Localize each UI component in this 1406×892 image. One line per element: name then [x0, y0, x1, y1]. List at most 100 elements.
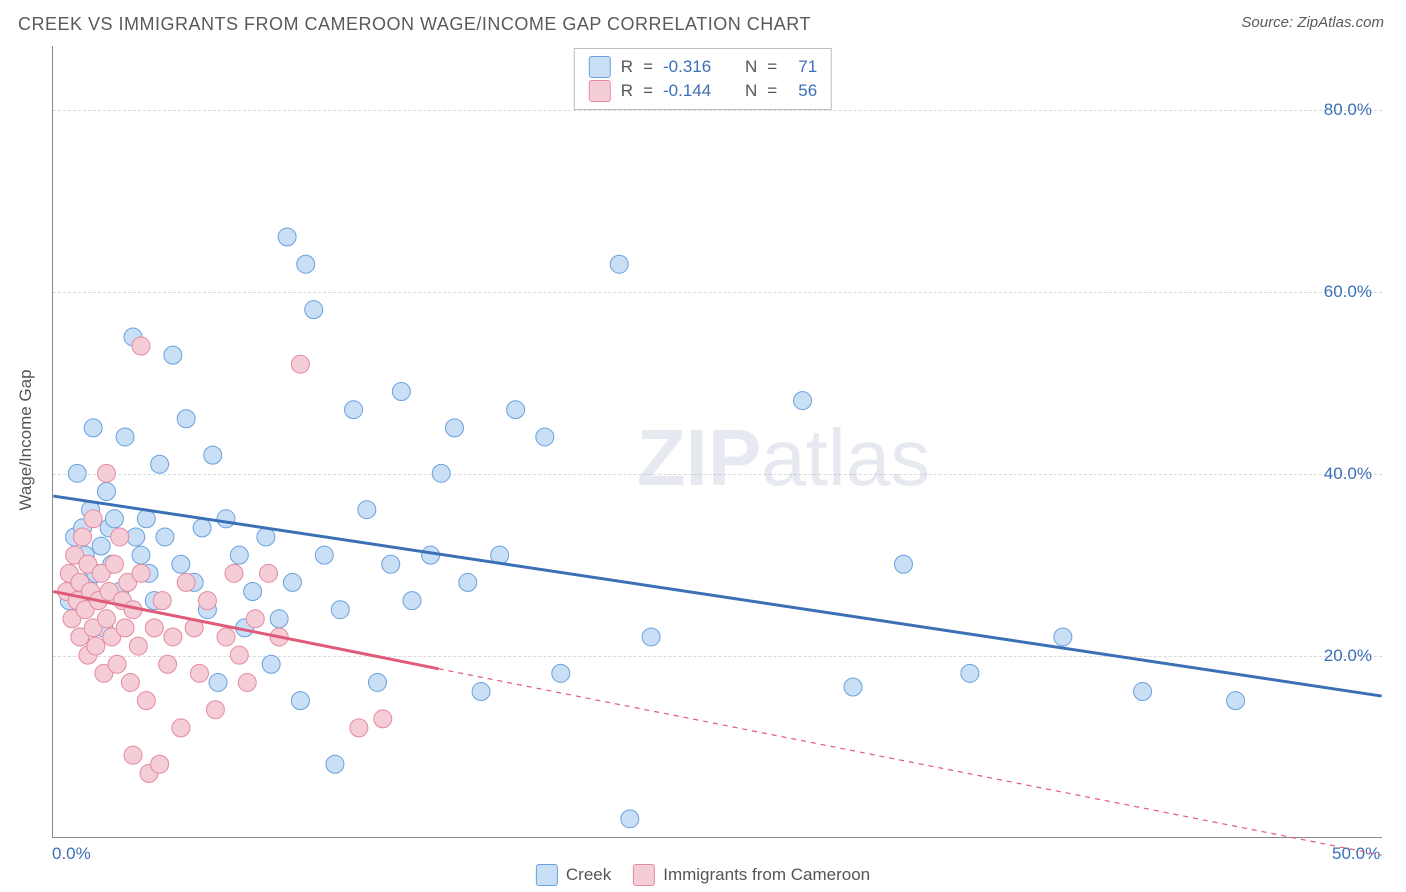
creek-point: [297, 255, 315, 273]
cameroon-swatch-icon: [633, 864, 655, 886]
creek-point: [472, 683, 490, 701]
cameroon-point: [190, 664, 208, 682]
creek-point: [209, 673, 227, 691]
creek-point: [1134, 683, 1152, 701]
creek-point: [844, 678, 862, 696]
plot-area: [52, 46, 1382, 838]
creek-point: [610, 255, 628, 273]
legend-item-label: Immigrants from Cameroon: [663, 865, 870, 885]
legend-n-label: N: [745, 79, 757, 103]
cameroon-point: [374, 710, 392, 728]
creek-point: [105, 510, 123, 528]
creek-point: [331, 601, 349, 619]
legend-eq: =: [767, 79, 777, 103]
creek-point: [172, 555, 190, 573]
legend-n-label: N: [745, 55, 757, 79]
cameroon-point: [172, 719, 190, 737]
cameroon-point: [260, 564, 278, 582]
creek-point: [315, 546, 333, 564]
creek-point: [794, 392, 812, 410]
cameroon-point: [74, 528, 92, 546]
cameroon-point: [238, 673, 256, 691]
cameroon-point: [145, 619, 163, 637]
legend-item-creek: Creek: [536, 864, 611, 886]
legend-eq: =: [767, 55, 777, 79]
cameroon-point: [84, 510, 102, 528]
creek-point: [432, 464, 450, 482]
cameroon-point: [291, 355, 309, 373]
cameroon-point: [116, 619, 134, 637]
legend-n-value: 56: [787, 79, 817, 103]
cameroon-point: [164, 628, 182, 646]
correlation-legend: R=-0.316N=71R=-0.144N=56: [574, 48, 832, 110]
cameroon-point: [230, 646, 248, 664]
cameroon-point: [246, 610, 264, 628]
cameroon-point: [87, 637, 105, 655]
creek-point: [151, 455, 169, 473]
source-label: Source:: [1241, 14, 1293, 31]
creek-point: [278, 228, 296, 246]
creek-point: [132, 546, 150, 564]
creek-point: [84, 419, 102, 437]
cameroon-point: [105, 555, 123, 573]
cameroon-point: [137, 692, 155, 710]
creek-point: [116, 428, 134, 446]
creek-swatch-icon: [536, 864, 558, 886]
creek-point: [446, 419, 464, 437]
creek-point: [230, 546, 248, 564]
creek-point: [392, 383, 410, 401]
cameroon-point: [350, 719, 368, 737]
cameroon-point: [124, 746, 142, 764]
cameroon-point: [108, 655, 126, 673]
creek-point: [291, 692, 309, 710]
cameroon-point: [206, 701, 224, 719]
creek-point: [127, 528, 145, 546]
cameroon-point: [132, 564, 150, 582]
legend-r-value: -0.316: [663, 55, 717, 79]
creek-point: [403, 592, 421, 610]
creek-point: [507, 401, 525, 419]
cameroon-point: [225, 564, 243, 582]
cameroon-point: [151, 755, 169, 773]
y-axis-title: Wage/Income Gap: [16, 369, 36, 510]
creek-point: [358, 501, 376, 519]
creek-point: [382, 555, 400, 573]
creek-point: [92, 537, 110, 555]
creek-point: [97, 483, 115, 501]
creek-point: [326, 755, 344, 773]
creek-point: [244, 583, 262, 601]
creek-point: [156, 528, 174, 546]
creek-point: [459, 573, 477, 591]
creek-point: [257, 528, 275, 546]
legend-r-label: R: [621, 79, 633, 103]
creek-point: [642, 628, 660, 646]
creek-swatch-icon: [589, 56, 611, 78]
legend-item-label: Creek: [566, 865, 611, 885]
x-tick-label: 0.0%: [52, 844, 91, 864]
creek-point: [345, 401, 363, 419]
cameroon-point: [121, 673, 139, 691]
creek-point: [1227, 692, 1245, 710]
cameroon-point: [97, 610, 115, 628]
cameroon-point: [132, 337, 150, 355]
creek-point: [270, 610, 288, 628]
source-value: ZipAtlas.com: [1297, 14, 1384, 31]
legend-r-label: R: [621, 55, 633, 79]
creek-point: [552, 664, 570, 682]
creek-point: [164, 346, 182, 364]
creek-point: [305, 301, 323, 319]
cameroon-point: [97, 464, 115, 482]
legend-row-cameroon: R=-0.144N=56: [589, 79, 817, 103]
cameroon-point: [177, 573, 195, 591]
cameroon-point: [129, 637, 147, 655]
cameroon-point: [198, 592, 216, 610]
cameroon-point: [111, 528, 129, 546]
creek-point: [68, 464, 86, 482]
creek-point: [961, 664, 979, 682]
legend-n-value: 71: [787, 55, 817, 79]
creek-point: [283, 573, 301, 591]
series-legend: Creek Immigrants from Cameroon: [536, 864, 870, 886]
creek-point: [621, 810, 639, 828]
legend-eq: =: [643, 55, 653, 79]
cameroon-swatch-icon: [589, 80, 611, 102]
